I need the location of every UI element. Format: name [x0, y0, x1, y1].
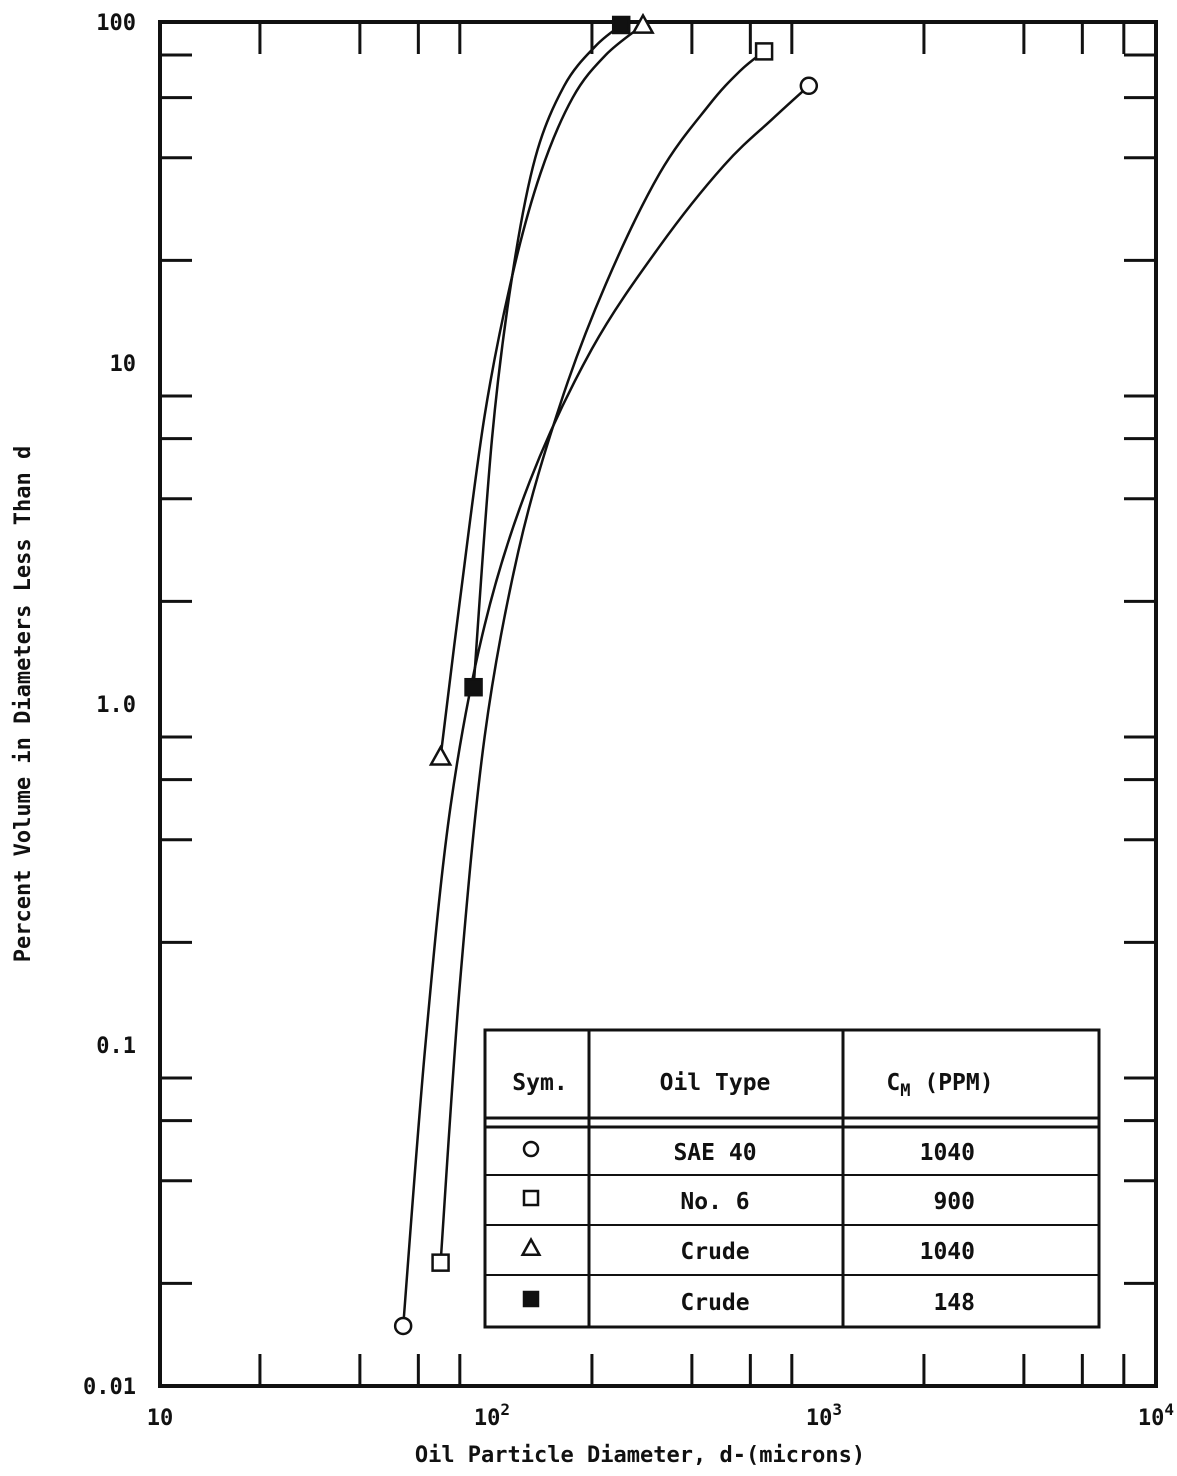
legend-cm-value: 1040	[920, 1239, 975, 1265]
legend-border	[483, 1028, 1101, 1329]
legend-header-cm-unit: (PPM)	[911, 1070, 994, 1096]
x-tick-exponent: 2	[500, 1400, 510, 1419]
legend-oil-type: No. 6	[680, 1189, 749, 1215]
y-tick-label: 100	[96, 11, 136, 36]
legend-table: Sym. Oil Type CM (PPM) SAE 40 1040 No. 6 90…	[483, 1028, 1101, 1329]
filled-square-marker	[522, 1290, 540, 1308]
data-markers	[393, 12, 819, 1336]
circle-marker	[799, 76, 819, 96]
x-tick-label: 10	[147, 1406, 174, 1431]
legend-cm-value: 148	[933, 1290, 975, 1316]
y-tick-label: 0.1	[96, 1034, 136, 1059]
x-axis-title: Oil Particle Diameter, d-(microns)	[415, 1443, 865, 1468]
x-tick-base: 10	[1138, 1406, 1165, 1431]
y-tick-label: 10	[110, 352, 137, 377]
x-tick-labels: 10 102 103 104	[147, 1400, 1174, 1431]
legend-rows: SAE 40 1040 No. 6 900 Crude 1040 Crude 148	[520, 1140, 975, 1316]
x-tick-label: 104	[1138, 1400, 1174, 1431]
open-square-marker	[754, 42, 774, 61]
legend-oil-type: Crude	[680, 1290, 749, 1316]
circle-marker	[522, 1140, 540, 1158]
filled-square-marker	[464, 677, 483, 697]
x-tick-label: 102	[474, 1400, 510, 1431]
legend-header-cm: CM (PPM)	[886, 1070, 993, 1101]
legend-cm-value: 1040	[920, 1140, 975, 1166]
plot-frame	[158, 20, 1158, 1388]
series-curve-circle	[401, 84, 810, 1327]
triangle-marker	[631, 12, 655, 34]
circle-marker	[393, 1316, 413, 1336]
y-tick-label: 0.01	[83, 1375, 136, 1400]
triangle-marker	[520, 1237, 542, 1256]
open-square-marker	[522, 1189, 540, 1207]
x-tick-label: 103	[806, 1400, 842, 1431]
y-tick-label: 1.0	[96, 693, 136, 718]
legend-header-cm-main: C	[886, 1070, 900, 1096]
x-tick-base: 10	[806, 1406, 833, 1431]
series-curve-square-open	[439, 50, 765, 1263]
axis-ticks	[160, 22, 1156, 1386]
x-tick-base: 10	[474, 1406, 501, 1431]
y-tick-labels: 100 10 1.0 0.1 0.01	[83, 11, 136, 1400]
series-curve-square-filled	[472, 24, 622, 688]
x-tick-exponent: 3	[832, 1400, 842, 1419]
x-tick-exponent: 4	[1164, 1400, 1174, 1419]
y-axis-title: Percent Volume in Diameters Less Than d	[11, 446, 36, 963]
legend-header-cm-sub: M	[900, 1081, 910, 1101]
x-tick-base: 10	[147, 1406, 174, 1431]
open-square-marker	[431, 1253, 450, 1272]
legend-oil-type: SAE 40	[673, 1140, 756, 1166]
triangle-marker	[428, 744, 453, 766]
data-curves	[401, 24, 810, 1327]
legend-oil-type: Crude	[680, 1239, 749, 1265]
legend-header-oil-type: Oil Type	[660, 1070, 771, 1096]
legend-header-sym: Sym.	[512, 1070, 567, 1096]
filled-square-marker	[611, 15, 631, 35]
legend-cm-value: 900	[933, 1189, 975, 1215]
